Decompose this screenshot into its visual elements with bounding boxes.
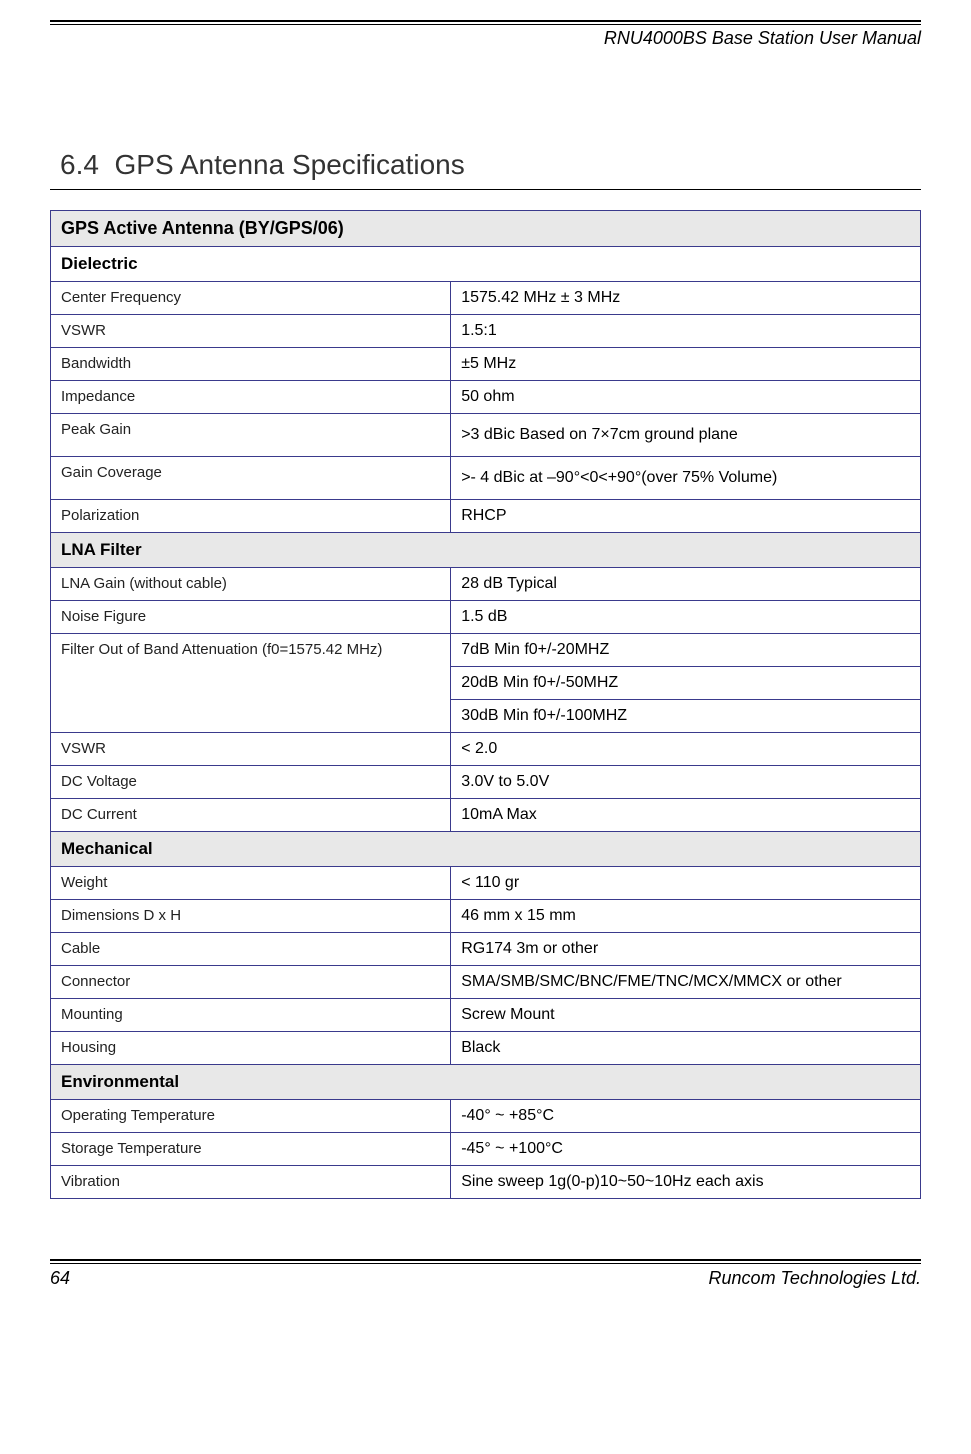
spec-label: Dimensions D x H bbox=[51, 900, 451, 933]
spec-label: VSWR bbox=[51, 733, 451, 766]
spec-value: 1.5 dB bbox=[451, 601, 921, 634]
spec-value: SMA/SMB/SMC/BNC/FME/TNC/MCX/MMCX or othe… bbox=[451, 966, 921, 999]
spec-label: Gain Coverage bbox=[51, 457, 451, 500]
spec-label: Cable bbox=[51, 933, 451, 966]
spec-label: DC Voltage bbox=[51, 766, 451, 799]
spec-value: 30dB Min f0+/-100MHZ bbox=[451, 700, 921, 733]
spec-value: ±5 MHz bbox=[451, 348, 921, 381]
spec-value: 7dB Min f0+/-20MHZ bbox=[451, 634, 921, 667]
spec-label: Noise Figure bbox=[51, 601, 451, 634]
spec-value: 28 dB Typical bbox=[451, 568, 921, 601]
table-main-title: GPS Active Antenna (BY/GPS/06) bbox=[51, 211, 921, 247]
spec-value: >3 dBic Based on 7×7cm ground plane bbox=[451, 414, 921, 457]
group-header: Environmental bbox=[51, 1065, 921, 1100]
group-header: LNA Filter bbox=[51, 533, 921, 568]
specifications-table: GPS Active Antenna (BY/GPS/06)Dielectric… bbox=[50, 210, 921, 1199]
spec-value: 10mA Max bbox=[451, 799, 921, 832]
spec-value: 1575.42 MHz ± 3 MHz bbox=[451, 282, 921, 315]
spec-value: < 2.0 bbox=[451, 733, 921, 766]
spec-label: Operating Temperature bbox=[51, 1100, 451, 1133]
spec-label: Filter Out of Band Attenuation (f0=1575.… bbox=[51, 634, 451, 733]
spec-label: Storage Temperature bbox=[51, 1133, 451, 1166]
spec-label: LNA Gain (without cable) bbox=[51, 568, 451, 601]
spec-label: Connector bbox=[51, 966, 451, 999]
spec-value: Black bbox=[451, 1032, 921, 1065]
doc-header-title: RNU4000BS Base Station User Manual bbox=[50, 28, 921, 49]
spec-label: Vibration bbox=[51, 1166, 451, 1199]
spec-value: Sine sweep 1g(0-p)10~50~10Hz each axis bbox=[451, 1166, 921, 1199]
spec-value: 1.5:1 bbox=[451, 315, 921, 348]
spec-label: Center Frequency bbox=[51, 282, 451, 315]
section-heading: 6.4 GPS Antenna Specifications bbox=[50, 149, 921, 181]
spec-value: 46 mm x 15 mm bbox=[451, 900, 921, 933]
page-number: 64 bbox=[50, 1268, 70, 1289]
spec-label: Impedance bbox=[51, 381, 451, 414]
spec-value: -40° ~ +85°C bbox=[451, 1100, 921, 1133]
spec-label: Peak Gain bbox=[51, 414, 451, 457]
spec-value: -45° ~ +100°C bbox=[451, 1133, 921, 1166]
footer-company: Runcom Technologies Ltd. bbox=[709, 1268, 921, 1289]
section-number: 6.4 bbox=[60, 149, 99, 180]
group-header: Mechanical bbox=[51, 832, 921, 867]
spec-label: Housing bbox=[51, 1032, 451, 1065]
spec-value: 50 ohm bbox=[451, 381, 921, 414]
spec-label: DC Current bbox=[51, 799, 451, 832]
page-footer: 64 Runcom Technologies Ltd. bbox=[50, 1259, 921, 1289]
section-title-text: GPS Antenna Specifications bbox=[115, 149, 465, 180]
group-header: Dielectric bbox=[51, 247, 921, 282]
spec-value: Screw Mount bbox=[451, 999, 921, 1032]
spec-label: VSWR bbox=[51, 315, 451, 348]
spec-value: 3.0V to 5.0V bbox=[451, 766, 921, 799]
spec-label: Polarization bbox=[51, 500, 451, 533]
spec-value: RG174 3m or other bbox=[451, 933, 921, 966]
spec-value: RHCP bbox=[451, 500, 921, 533]
spec-label: Mounting bbox=[51, 999, 451, 1032]
spec-label: Bandwidth bbox=[51, 348, 451, 381]
spec-value: 20dB Min f0+/-50MHZ bbox=[451, 667, 921, 700]
spec-value: >- 4 dBic at –90°<0<+90°(over 75% Volume… bbox=[451, 457, 921, 500]
spec-label: Weight bbox=[51, 867, 451, 900]
spec-value: < 110 gr bbox=[451, 867, 921, 900]
